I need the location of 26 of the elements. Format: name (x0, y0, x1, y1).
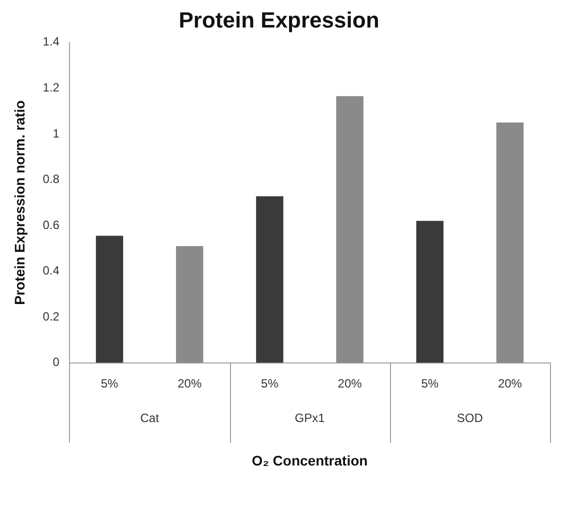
y-tick-label: 0.4 (42, 264, 60, 278)
text: Cat (140, 411, 160, 426)
bar (176, 246, 204, 363)
bar (96, 236, 124, 363)
y-tick-label: 0.6 (42, 218, 60, 232)
bar (336, 96, 364, 363)
y-tick-label: 0.8 (42, 172, 60, 186)
bar (416, 220, 444, 363)
y-tick-label: 1 (52, 126, 60, 140)
bar (496, 122, 524, 363)
text: SOD (456, 411, 484, 426)
chart-title: Protein Expression (178, 7, 380, 32)
x-tick-label: 5% (421, 376, 439, 390)
y-tick-label: 0 (52, 355, 60, 370)
x-tick-label: 20% (338, 376, 362, 390)
y-tick-label: 1.2 (42, 80, 60, 94)
x-tick-label: 5% (261, 376, 279, 390)
x-tick-label: 5% (100, 376, 119, 390)
y-axis-title: Protein Expression norm. ratio (11, 100, 28, 305)
y-tick-label: 0.2 (42, 309, 60, 324)
bar (256, 196, 284, 363)
x-tick-label: 20% (178, 376, 202, 390)
x-tick-label: 20% (498, 376, 522, 390)
y-tick-label: 1.4 (42, 34, 60, 49)
x-axis-title: O₂ Concentration (252, 452, 368, 468)
text: GPx1 (294, 411, 326, 426)
